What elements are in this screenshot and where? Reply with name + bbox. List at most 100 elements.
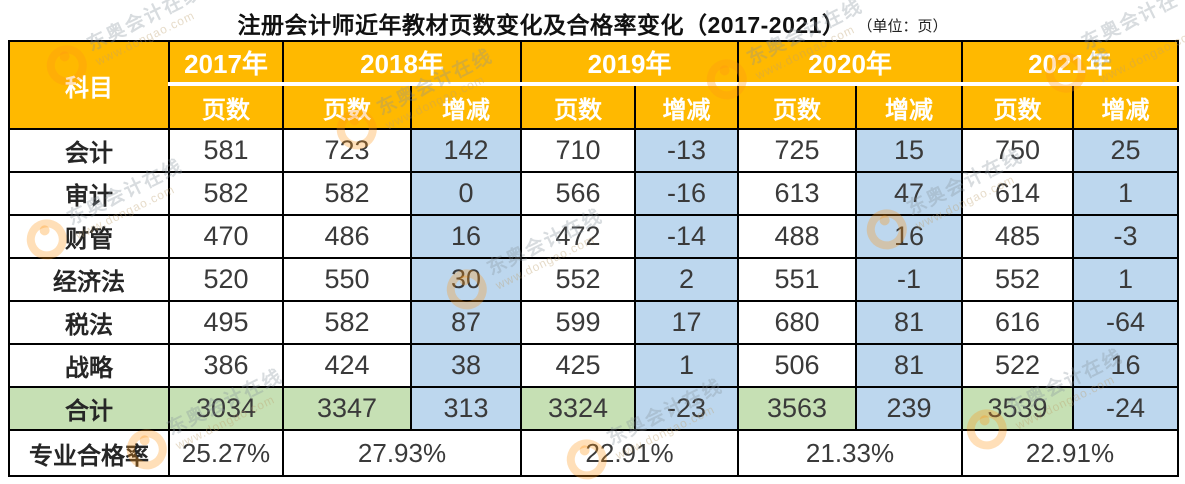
change-cell: 16	[855, 214, 963, 259]
subheader-pages: 页数	[282, 83, 412, 130]
pass-rate-cell: 22.91%	[520, 429, 739, 477]
change-cell: 38	[410, 343, 522, 388]
subheader-change: 增减	[634, 83, 739, 130]
pages-cell: 3034	[168, 386, 284, 431]
subject-cell: 战略	[8, 343, 170, 388]
change-cell: 17	[634, 300, 739, 345]
pages-cell: 599	[520, 300, 636, 345]
change-cell: -23	[634, 386, 739, 431]
change-cell: 1	[634, 343, 739, 388]
pass-rate-cell: 25.27%	[168, 429, 284, 477]
subject-cell: 税法	[8, 300, 170, 345]
total-row: 合计 3034 3347 313 3324 -23 3563 239 3539 -24	[8, 386, 1179, 431]
pages-cell: 551	[737, 257, 857, 302]
change-cell: -24	[1072, 386, 1179, 431]
pages-cell: 725	[737, 128, 857, 173]
pages-table: 科目 2017年 2018年 2019年 2020年 2021年 页数 页数 增…	[8, 40, 1179, 477]
subject-cell: 会计	[8, 128, 170, 173]
change-cell: -14	[634, 214, 739, 259]
pages-cell: 520	[168, 257, 284, 302]
table-row: 财管 470 486 16 472 -14 488 16 485 -3	[8, 214, 1179, 259]
pages-cell: 522	[961, 343, 1074, 388]
subject-cell: 专业合格率	[8, 429, 170, 477]
pages-cell: 616	[961, 300, 1074, 345]
table-row: 经济法 520 550 30 552 2 551 -1 552 1	[8, 257, 1179, 302]
pages-cell: 486	[282, 214, 412, 259]
pages-cell: 710	[520, 128, 636, 173]
page-title: 注册会计师近年教材页数变化及合格率变化（2017-2021）	[237, 12, 846, 38]
pages-cell: 582	[282, 171, 412, 216]
change-cell: 15	[855, 128, 963, 173]
change-cell: 81	[855, 343, 963, 388]
subject-header-cell: 科目	[8, 40, 170, 130]
table-header: 科目 2017年 2018年 2019年 2020年 2021年 页数 页数 增…	[8, 40, 1179, 130]
subheader-pages: 页数	[961, 83, 1074, 130]
table-body: 会计 581 723 142 710 -13 725 15 750 25 审计 582 582 0 566-…	[8, 128, 1179, 477]
pages-cell: 582	[282, 300, 412, 345]
year-header-row: 科目 2017年 2018年 2019年 2020年 2021年	[8, 40, 1179, 130]
change-cell: -13	[634, 128, 739, 173]
pages-cell: 680	[737, 300, 857, 345]
change-cell: 0	[410, 171, 522, 216]
subheader-pages: 页数	[168, 83, 284, 130]
pages-cell: 723	[282, 128, 412, 173]
year-header-2021: 2021年	[961, 40, 1179, 86]
pages-cell: 495	[168, 300, 284, 345]
subheader-change: 增减	[855, 83, 963, 130]
subject-cell: 合计	[8, 386, 170, 431]
pages-cell: 750	[961, 128, 1074, 173]
year-header-2017: 2017年	[168, 40, 284, 86]
change-cell: -3	[1072, 214, 1179, 259]
change-cell: 30	[410, 257, 522, 302]
pages-cell: 614	[961, 171, 1074, 216]
pages-cell: 3324	[520, 386, 636, 431]
pages-cell: 470	[168, 214, 284, 259]
change-cell: 2	[634, 257, 739, 302]
change-cell: 16	[410, 214, 522, 259]
change-cell: 87	[410, 300, 522, 345]
year-header-2018: 2018年	[282, 40, 522, 86]
change-cell: 1	[1072, 257, 1179, 302]
change-cell: 142	[410, 128, 522, 173]
pages-cell: 488	[737, 214, 857, 259]
subheader-pages: 页数	[520, 83, 636, 130]
year-header-2019: 2019年	[520, 40, 739, 86]
subject-cell: 财管	[8, 214, 170, 259]
change-cell: -1	[855, 257, 963, 302]
pages-cell: 3539	[961, 386, 1074, 431]
change-cell: 239	[855, 386, 963, 431]
pages-cell: 613	[737, 171, 857, 216]
pages-cell: 582	[168, 171, 284, 216]
table-row: 战略 386 424 38 425 1 506 81 522 16	[8, 343, 1179, 388]
subheader-change: 增减	[1072, 83, 1179, 130]
pages-cell: 3563	[737, 386, 857, 431]
pages-cell: 386	[168, 343, 284, 388]
subheader-change: 增减	[410, 83, 522, 130]
table-row: 审计 582 582 0 566 -16 613 47 614 1	[8, 171, 1179, 216]
pass-rate-cell: 22.91%	[961, 429, 1179, 477]
year-header-2020: 2020年	[737, 40, 963, 86]
change-cell: 1	[1072, 171, 1179, 216]
pages-cell: 566	[520, 171, 636, 216]
pass-rate-row: 专业合格率 25.27% 27.93% 22.91% 21.33% 22.91%	[8, 429, 1179, 477]
pages-cell: 425	[520, 343, 636, 388]
pass-rate-cell: 21.33%	[737, 429, 963, 477]
change-cell: -16	[634, 171, 739, 216]
change-cell: 25	[1072, 128, 1179, 173]
pass-rate-cell: 27.93%	[282, 429, 522, 477]
change-cell: 313	[410, 386, 522, 431]
pages-cell: 552	[520, 257, 636, 302]
pages-cell: 485	[961, 214, 1074, 259]
unit-note: （单位：页）	[857, 17, 948, 35]
change-cell: 47	[855, 171, 963, 216]
table-row: 会计 581 723 142 710 -13 725 15 750 25	[8, 128, 1179, 173]
subject-cell: 审计	[8, 171, 170, 216]
change-cell: 81	[855, 300, 963, 345]
title-bar: 注册会计师近年教材页数变化及合格率变化（2017-2021） （单位：页）	[0, 0, 1185, 40]
subheader-row: 页数 页数 增减 页数 增减 页数 增减 页数 增减	[9, 83, 1179, 130]
pages-cell: 472	[520, 214, 636, 259]
pages-cell: 506	[737, 343, 857, 388]
subject-cell: 经济法	[8, 257, 170, 302]
pages-cell: 550	[282, 257, 412, 302]
